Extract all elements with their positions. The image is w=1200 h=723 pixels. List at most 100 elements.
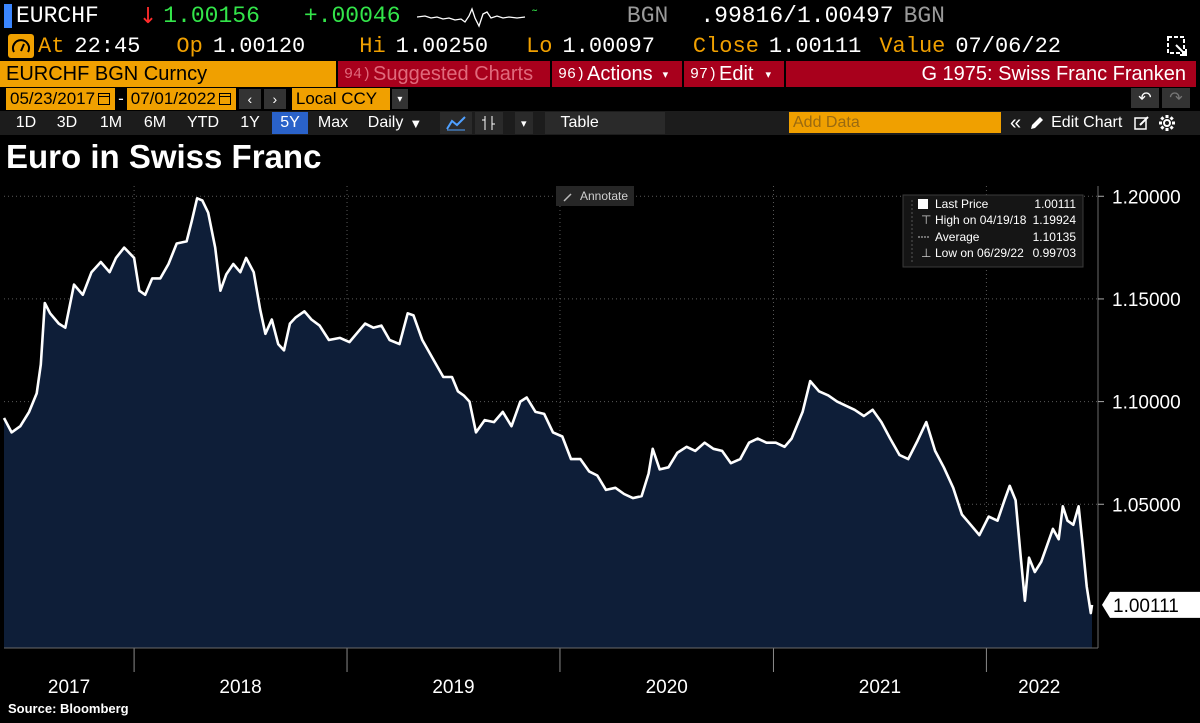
calendar-icon[interactable]: [218, 93, 231, 105]
x-tick-label: 2022: [1018, 677, 1060, 698]
legend-value: 1.10135: [1033, 230, 1077, 244]
legend-value: 1.00111: [1034, 197, 1076, 211]
period-label: Max: [317, 114, 349, 131]
edit-menu[interactable]: 97) Edit ▾: [684, 61, 784, 87]
period-label: 6M: [143, 114, 167, 131]
price-line: [2, 197, 1094, 615]
y-tick-label: 1.20000: [1112, 187, 1181, 208]
high-value: 1.00250: [395, 33, 489, 59]
open-label: Op: [176, 33, 203, 59]
open-value: 1.00120: [212, 33, 306, 59]
legend-label: Low on 06/29/22: [935, 246, 1024, 260]
period-button-active[interactable]: 5Y: [272, 112, 308, 134]
x-axis-ticks: 2017 2018 2019 2020 2021 2022: [48, 677, 1060, 698]
high-label: Hi: [359, 33, 386, 59]
undo-icon[interactable]: ↶: [1131, 88, 1159, 108]
low-marker-icon: ⊥: [921, 246, 931, 260]
suggested-charts-button[interactable]: 94) Suggested Charts: [338, 61, 550, 87]
actions-menu[interactable]: 96) Actions ▾: [552, 61, 682, 87]
x-tick-label: 2020: [646, 677, 688, 698]
security-flag: [4, 4, 12, 28]
legend-label: Last Price: [935, 197, 989, 211]
edit-caret-icon: ▾: [765, 68, 772, 81]
close-label: Close: [692, 33, 759, 59]
edit-label: Edit: [719, 62, 754, 85]
edit-settings-icon[interactable]: [1134, 115, 1150, 131]
gear-icon[interactable]: [1158, 114, 1176, 132]
period-label: 3D: [56, 114, 78, 131]
last-price-swatch: [918, 199, 928, 209]
annotate-pencil-icon: [563, 193, 572, 202]
date-separator: -: [118, 89, 124, 108]
chart-type-dropdown-icon[interactable]: ▾: [515, 112, 533, 134]
currency-select[interactable]: Local CCY: [291, 88, 390, 110]
edit-chart-button[interactable]: Edit Chart: [1051, 114, 1123, 131]
last-price-tag: 1.00111: [1102, 591, 1200, 618]
last-price-tag-label: 1.00111: [1113, 596, 1179, 617]
period-button[interactable]: 1M: [90, 112, 132, 134]
table-label: Table: [560, 114, 599, 131]
value-date: 07/06/22: [955, 33, 1061, 59]
value-label: Value: [879, 33, 946, 59]
period-button[interactable]: 1Y: [230, 112, 270, 134]
period-label: 1M: [99, 114, 123, 131]
security-field[interactable]: EURCHF BGN Curncy: [0, 61, 336, 87]
edit-number: 97): [690, 65, 718, 83]
x-tick-label: 2021: [859, 677, 901, 698]
annotate-button[interactable]: Annotate: [556, 186, 634, 206]
pencil-icon[interactable]: [1029, 115, 1045, 131]
command-bar: EURCHF BGN Curncy 94) Suggested Charts 9…: [0, 61, 1200, 87]
start-date: 05/23/2017: [10, 89, 96, 108]
last-price: 1.00156: [163, 3, 260, 29]
at-time: 22:45: [74, 33, 141, 59]
line-chart-icon[interactable]: [440, 112, 472, 134]
date-range-bar: 05/23/2017 - 07/01/2022 ‹ › Local CCY ▾ …: [0, 88, 1200, 110]
previous-period-button[interactable]: ‹: [238, 89, 261, 109]
redo-icon[interactable]: ↷: [1162, 88, 1190, 108]
end-date: 07/01/2022: [130, 89, 216, 108]
legend-value: 0.99703: [1033, 246, 1077, 260]
period-label: YTD: [187, 114, 219, 131]
add-data-input[interactable]: [789, 112, 1001, 133]
start-date-field[interactable]: 05/23/2017: [6, 88, 116, 110]
currency-dropdown-icon[interactable]: ▾: [391, 89, 408, 109]
period-button[interactable]: Max: [310, 112, 356, 134]
end-date-field[interactable]: 07/01/2022: [126, 88, 236, 110]
collapse-icon[interactable]: «: [1010, 111, 1022, 134]
annotate-label: Annotate: [580, 189, 628, 203]
bar-type-icon[interactable]: [475, 112, 503, 134]
frequency-select[interactable]: Daily ▼: [358, 112, 432, 134]
source-note: Source: Bloomberg: [8, 701, 129, 716]
period-toolbar: 1D 3D 1M 6M YTD 1Y 5Y Max Daily ▼ ▾ Tabl…: [0, 111, 1200, 135]
frequency-caret-icon: ▼: [409, 115, 423, 131]
gauge-icon[interactable]: [8, 34, 34, 58]
actions-label: Actions: [587, 62, 653, 85]
security-field-label: EURCHF BGN Curncy: [6, 62, 208, 85]
ticker-symbol[interactable]: EURCHF: [16, 3, 99, 29]
undo-redo-group: ↶ ↷: [1128, 88, 1190, 108]
next-period-button[interactable]: ›: [263, 89, 286, 109]
period-button[interactable]: 6M: [134, 112, 176, 134]
suggested-charts-number: 94): [344, 65, 372, 83]
period-label: 1Y: [240, 114, 260, 131]
popout-icon[interactable]: [1166, 35, 1188, 57]
ticker-bar: EURCHF ↓ 1.00156 +.00046 ˜ BGN .99816/1.…: [0, 0, 1200, 32]
pricing-source-2: BGN: [903, 3, 945, 29]
intraday-sparkline-icon: [416, 7, 525, 28]
period-label: 5Y: [280, 114, 300, 131]
chart-legend: Last Price 1.00111 ⊤ High on 04/19/18 1.…: [902, 194, 1084, 268]
actions-number: 96): [558, 65, 586, 83]
period-button[interactable]: 3D: [46, 112, 88, 134]
period-button[interactable]: 1D: [8, 112, 44, 134]
table-button[interactable]: Table: [544, 112, 665, 134]
actions-caret-icon: ▾: [662, 68, 669, 81]
frequency-label: Daily: [367, 114, 404, 131]
down-arrow-icon: ↓: [138, 3, 158, 29]
period-button[interactable]: YTD: [178, 112, 228, 134]
page-title: G 1975: Swiss Franc Franken: [921, 62, 1186, 85]
quote-bar: At 22:45 Op 1.00120 Hi 1.00250 Lo 1.0009…: [0, 32, 1200, 60]
calendar-icon[interactable]: [98, 93, 111, 105]
y-tick-label: 1.05000: [1112, 495, 1181, 516]
pricing-source: BGN: [626, 3, 669, 29]
